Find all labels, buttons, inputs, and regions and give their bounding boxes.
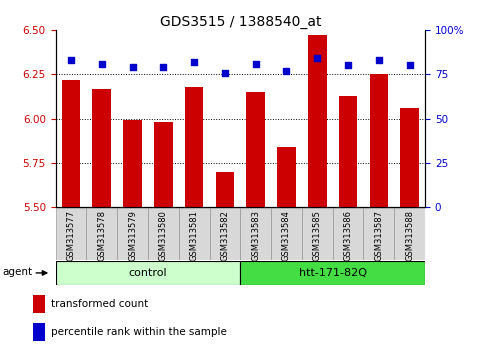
Bar	[246, 92, 265, 207]
Point	[283, 68, 290, 74]
Text: GSM313587: GSM313587	[374, 210, 384, 261]
Bar	[215, 172, 234, 207]
Bar	[117, 208, 148, 260]
Text: GSM313577: GSM313577	[67, 210, 75, 261]
Text: GSM313579: GSM313579	[128, 210, 137, 261]
Bar	[271, 208, 302, 260]
Bar	[277, 147, 296, 207]
Text: GSM313582: GSM313582	[220, 210, 229, 261]
Text: transformed count: transformed count	[51, 299, 148, 309]
Text: GSM313585: GSM313585	[313, 210, 322, 261]
Bar	[92, 88, 111, 207]
Bar	[364, 208, 394, 260]
Bar	[400, 108, 419, 207]
Text: percentile rank within the sample: percentile rank within the sample	[51, 327, 227, 337]
Bar	[369, 74, 388, 207]
Text: control: control	[128, 268, 167, 278]
Point	[375, 57, 383, 63]
Point	[406, 63, 413, 68]
Point	[313, 56, 321, 61]
Text: GSM313583: GSM313583	[251, 210, 260, 261]
Text: agent: agent	[3, 267, 33, 277]
Bar	[62, 80, 80, 207]
Text: GSM313581: GSM313581	[190, 210, 199, 261]
Bar	[33, 295, 44, 313]
Point	[67, 57, 75, 63]
Point	[190, 59, 198, 65]
Bar	[185, 87, 203, 207]
Bar	[86, 208, 117, 260]
Bar	[210, 208, 240, 260]
Bar	[33, 323, 44, 341]
Bar	[56, 208, 86, 260]
Point	[344, 63, 352, 68]
Text: GSM313588: GSM313588	[405, 210, 414, 261]
Bar	[308, 35, 327, 207]
Point	[98, 61, 106, 67]
Text: GSM313580: GSM313580	[159, 210, 168, 261]
Bar	[240, 208, 271, 260]
Text: GSM313578: GSM313578	[97, 210, 106, 261]
Text: htt-171-82Q: htt-171-82Q	[298, 268, 367, 278]
Bar	[333, 208, 364, 260]
Bar	[179, 208, 210, 260]
Text: GSM313584: GSM313584	[282, 210, 291, 261]
Bar	[240, 261, 425, 285]
Bar	[148, 208, 179, 260]
Bar	[123, 120, 142, 207]
Bar	[339, 96, 357, 207]
Point	[221, 70, 229, 75]
Point	[252, 61, 259, 67]
Point	[159, 64, 167, 70]
Title: GDS3515 / 1388540_at: GDS3515 / 1388540_at	[159, 15, 321, 29]
Bar	[56, 261, 241, 285]
Text: GSM313586: GSM313586	[343, 210, 353, 261]
Bar	[302, 208, 333, 260]
Bar	[394, 208, 425, 260]
Point	[128, 64, 136, 70]
Bar	[154, 122, 172, 207]
